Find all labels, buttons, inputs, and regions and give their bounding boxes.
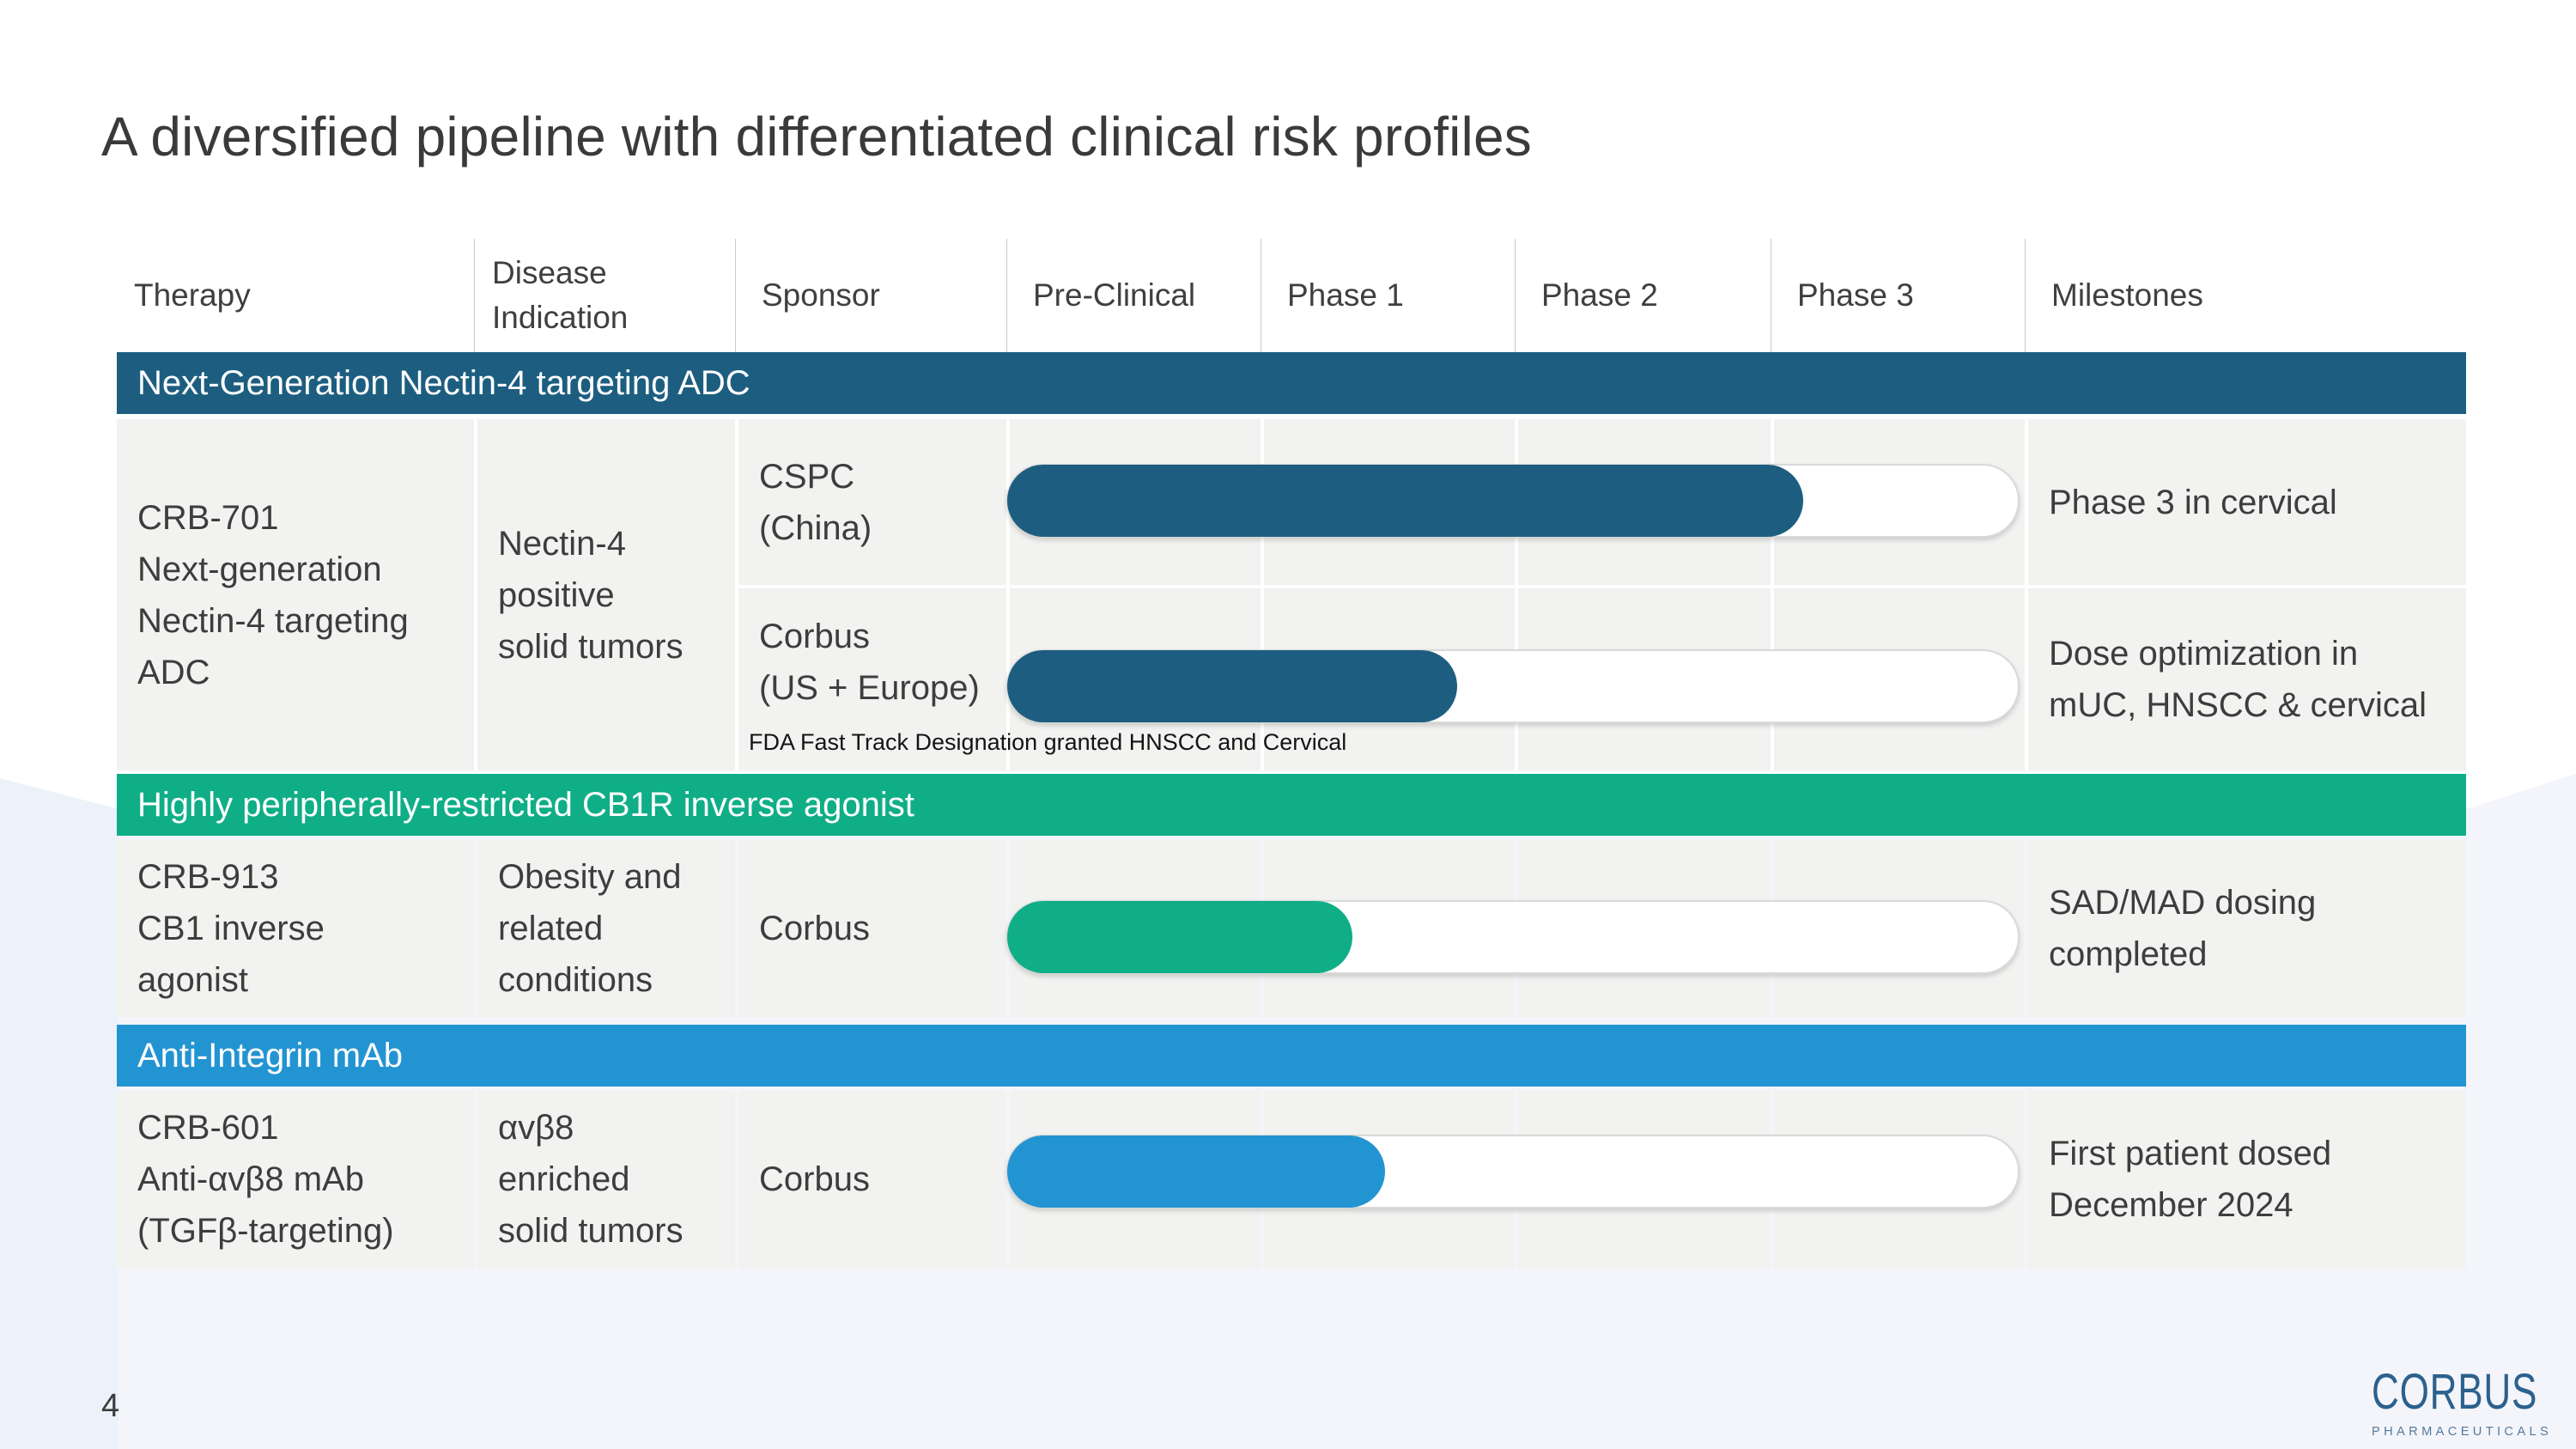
indication-cell-crb913: Obesity and related conditions [477, 839, 735, 1018]
slide-title: A diversified pipeline with differentiat… [101, 106, 1532, 167]
sponsor-cell-crb913: Corbus [738, 839, 1006, 1018]
milestone-cell-cspc: Phase 3 in cervical [2028, 419, 2466, 585]
progress-fill [1007, 1135, 1385, 1208]
column-header-phase-1: Phase 1 [1261, 239, 1515, 352]
sponsor-cell-corbus-us-europe: Corbus (US + Europe) [738, 588, 1006, 770]
progress-bar-crb913 [1006, 900, 2020, 974]
column-header-phase-3: Phase 3 [1771, 239, 2025, 352]
column-header-pre-clinical: Pre-Clinical [1006, 239, 1261, 352]
section-band-cb1r-inverse-agonist: Highly peripherally-restricted CB1R inve… [117, 774, 2466, 836]
milestone-cell-crb913: SAD/MAD dosing completed [2028, 839, 2466, 1018]
progress-bar-crb701-cspc [1006, 464, 2020, 538]
progress-bar-crb701-corbus [1006, 649, 2020, 723]
indication-cell-crb701: Nectin-4 positive solid tumors [477, 419, 735, 770]
section-band-anti-integrin-mab: Anti-Integrin mAb [117, 1025, 2466, 1087]
page-number: 4 [101, 1388, 120, 1424]
progress-fill [1007, 465, 1803, 537]
column-header-disease-indication: Disease Indication [474, 239, 735, 352]
column-header-milestones: Milestones [2025, 239, 2466, 352]
column-header-therapy: Therapy [134, 277, 251, 314]
column-header-phase-2: Phase 2 [1515, 239, 1771, 352]
therapy-cell-crb913: CRB-913 CB1 inverse agonist [117, 839, 474, 1018]
fda-fast-track-footnote: FDA Fast Track Designation granted HNSCC… [749, 729, 1347, 755]
sponsor-cell-cspc: CSPC (China) [738, 419, 1006, 585]
logo-subtext: PHARMACEUTICALS [2372, 1424, 2553, 1439]
progress-bar-crb601 [1006, 1135, 2020, 1209]
therapy-cell-crb601: CRB-601 Anti-αvβ8 mAb (TGFβ-targeting) [117, 1090, 474, 1269]
milestone-cell-crb601: First patient dosed December 2024 [2028, 1090, 2466, 1269]
progress-fill [1007, 901, 1353, 973]
sponsor-cell-crb601: Corbus [738, 1090, 1006, 1269]
section-band-nectin4-adc: Next-Generation Nectin-4 targeting ADC [117, 352, 2466, 414]
indication-cell-crb601: αvβ8 enriched solid tumors [477, 1090, 735, 1269]
logo-wordmark: CORBUS [2372, 1364, 2538, 1420]
progress-fill [1007, 650, 1458, 722]
column-header-sponsor: Sponsor [735, 239, 1006, 352]
milestone-cell-corbus-us-europe: Dose optimization in mUC, HNSCC & cervic… [2028, 588, 2466, 770]
therapy-cell-crb701: CRB-701 Next-generation Nectin-4 targeti… [117, 419, 474, 770]
corbus-logo: CORBUS PHARMACEUTICALS [2372, 1345, 2576, 1440]
